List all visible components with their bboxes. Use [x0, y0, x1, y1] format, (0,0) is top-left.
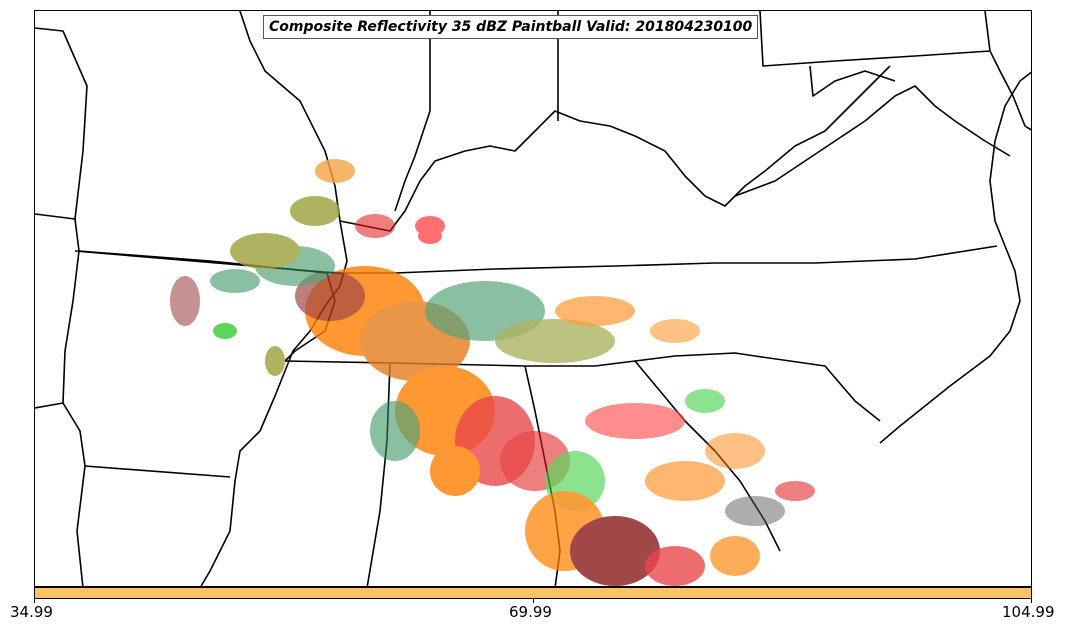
map-frame — [34, 10, 1032, 587]
colorbar-tick-label-1: 69.99 — [509, 603, 552, 621]
colorbar-tick-label-0: 34.99 — [10, 603, 53, 621]
map-canvas — [35, 11, 1031, 586]
colorbar-tick-0 — [34, 599, 35, 603]
colorbar-tick-label-2: 104.99 — [1002, 603, 1055, 621]
colorbar-tick-1 — [533, 599, 534, 603]
paintball-swath — [170, 159, 815, 586]
colorbar — [34, 587, 1032, 599]
map-title: Composite Reflectivity 35 dBZ Paintball … — [263, 15, 759, 39]
colorbar-tick-2 — [1031, 599, 1032, 603]
